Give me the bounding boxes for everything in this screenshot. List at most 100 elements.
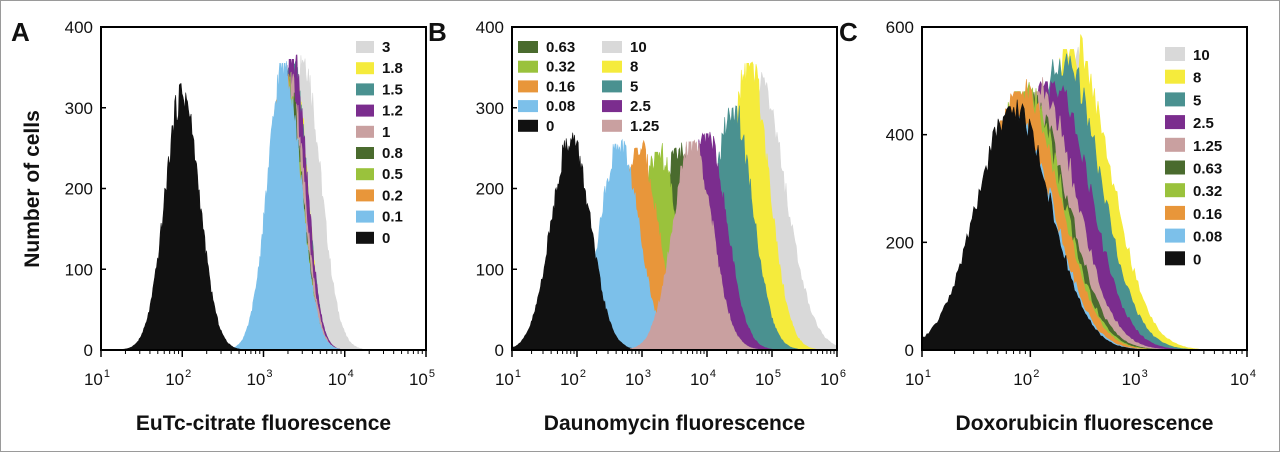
legend-label-8: 8 <box>630 59 638 76</box>
x-tick-label: 103 <box>1122 368 1148 389</box>
legend-label-2.5: 2.5 <box>630 98 651 115</box>
x-tick-label: 102 <box>560 368 586 389</box>
y-tick-label: 200 <box>476 180 504 199</box>
legend-label-2.5: 2.5 <box>1193 115 1214 132</box>
x-tick-label: 101 <box>905 368 931 389</box>
y-axis-title: Number of cells <box>21 110 44 268</box>
x-tick-label: 104 <box>690 368 716 389</box>
panel-letter-C: C <box>839 17 858 47</box>
legend-swatch-0.08 <box>1165 228 1185 243</box>
x-axis-title-C: Doxorubicin fluorescence <box>956 412 1214 435</box>
legend-swatch-1.5 <box>356 83 374 96</box>
x-axis-title-B: Daunomycin fluorescence <box>544 412 805 435</box>
legend-swatch-0.8 <box>356 147 374 159</box>
series-group <box>112 54 364 350</box>
legend-label-0: 0 <box>1193 251 1201 268</box>
legend-swatch-0.1 <box>356 210 374 223</box>
legend-label-0.08: 0.08 <box>1193 229 1222 246</box>
legend-swatch-0.08 <box>518 100 538 113</box>
legend-label-3: 3 <box>382 39 390 56</box>
legend-label-0.63: 0.63 <box>546 39 575 56</box>
legend-label-0.16: 0.16 <box>1193 206 1222 223</box>
y-tick-label: 400 <box>65 18 93 37</box>
x-axis-title-A: EuTc-citrate fluorescence <box>136 412 391 435</box>
y-tick-label: 200 <box>886 233 914 252</box>
series-group <box>512 61 837 350</box>
x-tick-label: 105 <box>409 368 435 389</box>
legend-swatch-0.63 <box>518 41 538 53</box>
legend-swatch-0.16 <box>518 80 538 93</box>
panel-letter-B: B <box>428 17 447 47</box>
y-tick-label: 100 <box>65 260 93 279</box>
legend-label-0: 0 <box>382 230 390 247</box>
legend-swatch-0.32 <box>518 60 538 73</box>
y-tick-label: 0 <box>495 341 504 360</box>
legend-label-1.2: 1.2 <box>382 103 403 120</box>
x-tick-label: 104 <box>1230 368 1256 389</box>
legend-swatch-5 <box>1165 92 1185 107</box>
histogram-B-1.25 <box>629 139 760 350</box>
legend-label-8: 8 <box>1193 70 1201 87</box>
legend-label-10: 10 <box>1193 47 1210 64</box>
legend-label-0: 0 <box>546 118 554 135</box>
x-tick-label: 104 <box>328 368 354 389</box>
legend-swatch-0 <box>1165 251 1185 266</box>
x-tick-label: 102 <box>165 368 191 389</box>
legend-label-0.63: 0.63 <box>1193 161 1222 178</box>
legend-swatch-1.25 <box>1165 137 1185 152</box>
legend-swatch-0.32 <box>1165 183 1185 198</box>
legend-label-5: 5 <box>630 78 638 95</box>
legend-swatch-0.63 <box>1165 160 1185 175</box>
legend-label-0.32: 0.32 <box>546 59 575 76</box>
legend-swatch-2.5 <box>1165 115 1185 130</box>
histogram-A-0 <box>112 83 241 350</box>
legend-swatch-1.2 <box>356 104 374 117</box>
legend-label-5: 5 <box>1193 92 1201 109</box>
y-tick-label: 600 <box>886 18 914 37</box>
y-tick-label: 100 <box>476 260 504 279</box>
panel-C: C 0 200 400 600 101 102 103 104 Doxorubicin fluor… <box>839 17 1256 435</box>
legend-label-0.8: 0.8 <box>382 145 403 162</box>
legend-label-1.25: 1.25 <box>630 118 659 135</box>
x-tick-label: 101 <box>84 368 110 389</box>
legend-swatch-1.8 <box>356 62 374 75</box>
y-tick-label: 400 <box>476 18 504 37</box>
histogram-B-0 <box>512 132 638 350</box>
panel-letter-A: A <box>11 17 30 47</box>
legend-label-1.5: 1.5 <box>382 81 403 98</box>
y-tick-label: 300 <box>476 99 504 118</box>
y-tick-label: 400 <box>886 126 914 145</box>
plot-frame <box>921 26 1248 351</box>
legend-swatch-1 <box>356 125 374 138</box>
legend-swatch-8 <box>1165 69 1185 84</box>
legend-label-0.5: 0.5 <box>382 166 403 183</box>
x-tick-label: 103 <box>246 368 272 389</box>
legend-swatch-5 <box>602 80 622 93</box>
legend-swatch-0.2 <box>356 189 374 202</box>
histogram-A-0.1 <box>231 61 340 350</box>
legend-swatch-2.5 <box>602 100 622 113</box>
legend-swatch-8 <box>602 60 622 73</box>
legend-swatch-0.5 <box>356 168 374 181</box>
legend-swatch-0 <box>356 231 374 244</box>
legend-label-0.32: 0.32 <box>1193 183 1222 200</box>
legend-label-10: 10 <box>630 39 647 56</box>
histogram-C-0 <box>922 99 1140 350</box>
x-tick-label: 101 <box>495 368 521 389</box>
series-group <box>922 34 1199 350</box>
x-tick-label: 102 <box>1013 368 1039 389</box>
legend-swatch-10 <box>602 41 622 53</box>
legend-label-0.16: 0.16 <box>546 78 575 95</box>
legend-label-0.1: 0.1 <box>382 209 403 226</box>
legend-label-0.08: 0.08 <box>546 98 575 115</box>
legend-label-1: 1 <box>382 124 390 141</box>
x-tick-label: 105 <box>755 368 781 389</box>
x-tick-label: 106 <box>820 368 846 389</box>
x-tick-label: 103 <box>625 368 651 389</box>
legend-label-1.25: 1.25 <box>1193 138 1222 155</box>
legend-swatch-0.16 <box>1165 205 1185 220</box>
